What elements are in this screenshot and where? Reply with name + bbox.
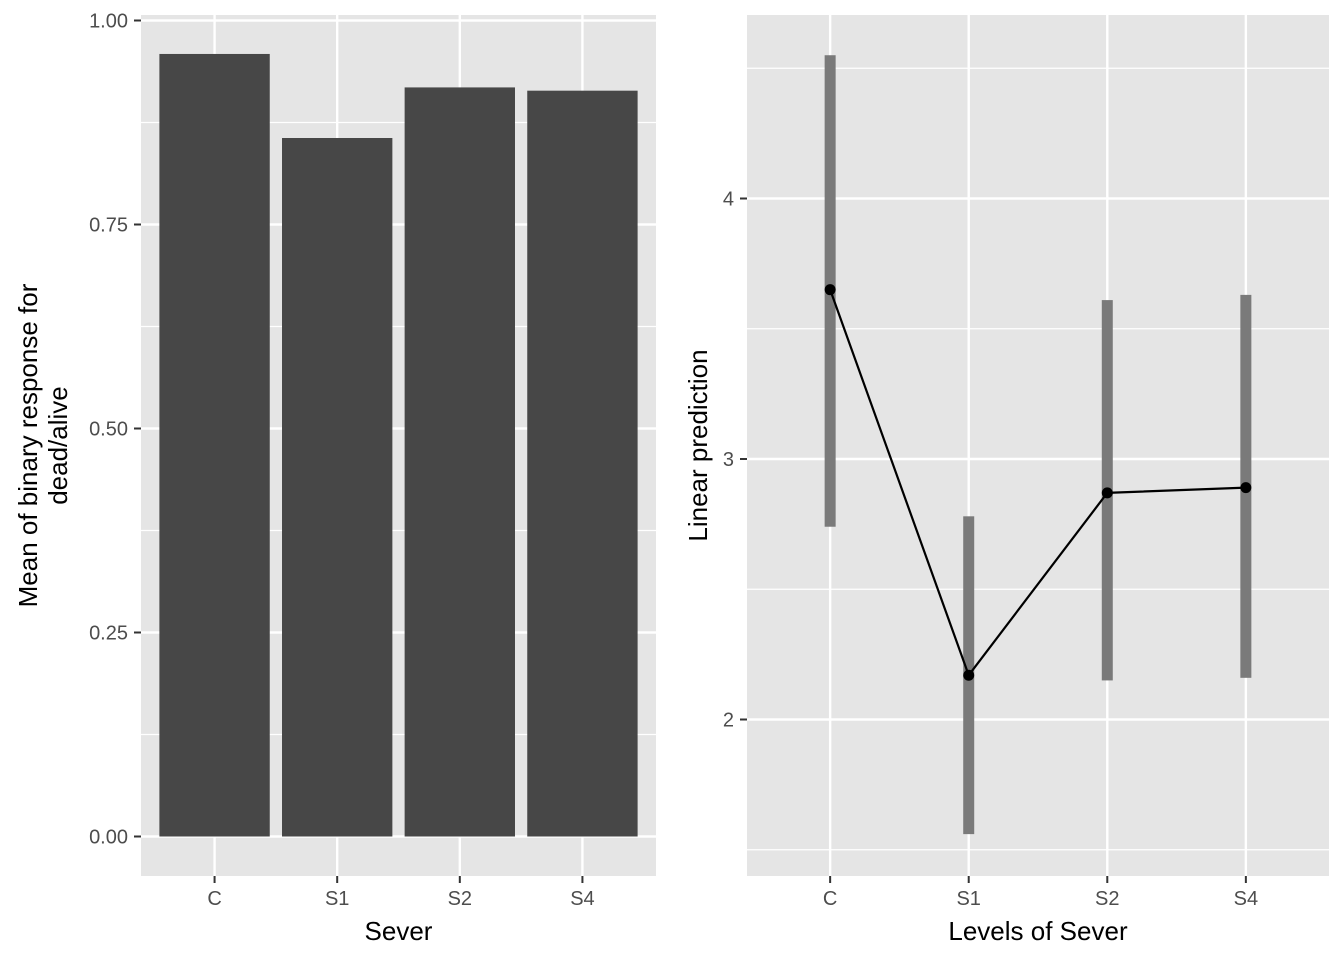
x-tick-label: C (207, 888, 221, 910)
x-tick-label: S2 (448, 888, 472, 910)
point-c (824, 284, 836, 296)
y-tick-label: 4 (723, 189, 734, 211)
x-tick-label: C (823, 888, 837, 910)
x-tick-label: S1 (325, 888, 349, 910)
bar-s4 (527, 90, 638, 837)
plot-panel-background (747, 15, 1329, 876)
point-s2 (1101, 487, 1113, 499)
bar-s1 (282, 138, 393, 837)
bar-chart-panel: 0.00 0.25 0.50 0.75 1.00 C S1 S2 S4 Sever Mean of … (13, 11, 656, 946)
y-axis-title-line-2: dead/alive (43, 386, 73, 505)
bar-s2 (404, 87, 515, 837)
y-tick-label: 0.75 (89, 215, 128, 237)
x-tick-label: S4 (1234, 888, 1258, 910)
x-axis-title: Sever (365, 916, 433, 946)
y-axis-title-line-1: Mean of binary response for (13, 283, 43, 607)
y-tick-label: 3 (723, 449, 734, 471)
point-s4 (1240, 482, 1252, 494)
y-tick-label: 0.25 (89, 623, 128, 645)
y-tick-label: 1.00 (89, 11, 128, 33)
x-tick-label: S2 (1095, 888, 1119, 910)
x-tick-label: S1 (956, 888, 980, 910)
y-tick-label: 2 (723, 710, 734, 732)
point-s1 (963, 669, 975, 681)
x-tick-label: S4 (570, 888, 594, 910)
y-tick-label: 0.50 (89, 419, 128, 441)
y-tick-label: 0.00 (89, 827, 128, 849)
bar-c (159, 53, 270, 837)
y-axis-title: Linear prediction (683, 349, 713, 541)
prediction-line (829, 289, 1246, 678)
line-chart-panel: 2 3 4 C S1 S2 S4 Levels of Sever Linear predicti… (683, 15, 1329, 946)
x-axis-title: Levels of Sever (948, 916, 1128, 946)
